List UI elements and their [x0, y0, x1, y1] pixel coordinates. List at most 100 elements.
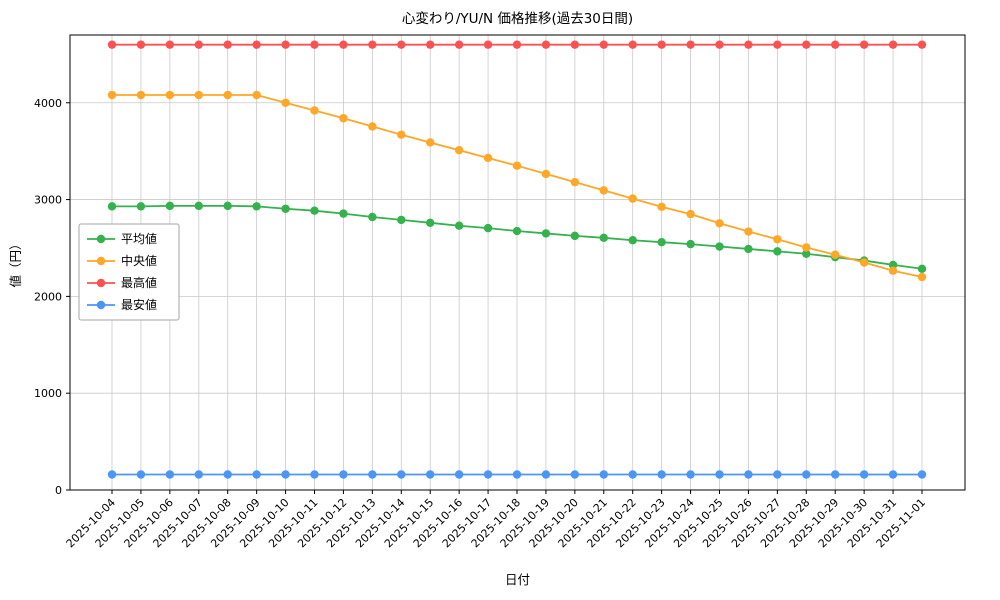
series-point-min: [744, 470, 753, 479]
series-point-max: [744, 40, 753, 49]
series-point-median: [657, 202, 666, 212]
series-point-max: [454, 40, 464, 49]
y-tick-label: 2000: [34, 290, 62, 303]
series-point-max: [136, 40, 146, 49]
legend-item-median: 中央値: [87, 253, 157, 268]
series-point-max: [831, 40, 840, 49]
series-point-min: [628, 470, 637, 479]
series-point-average: [744, 244, 753, 254]
series-point-median: [744, 227, 753, 236]
series-point-average: [802, 249, 811, 258]
series-point-median: [252, 90, 261, 100]
series-point-max: [628, 40, 637, 49]
series-point-average: [512, 226, 522, 236]
series-point-median: [715, 219, 724, 228]
series-point-max: [715, 40, 724, 49]
series-median: [107, 90, 927, 282]
series-point-min: [859, 470, 869, 479]
series-point-min: [310, 470, 319, 479]
legend-box: [78, 223, 180, 321]
series-point-average: [281, 204, 290, 213]
series-point-average: [570, 231, 580, 241]
y-axis-label: 値（円）: [8, 237, 23, 287]
series-point-average: [252, 202, 261, 211]
series-point-average: [773, 247, 782, 256]
series-point-max: [570, 40, 580, 49]
series-point-min: [194, 470, 203, 479]
legend-marker-point-max: [96, 278, 106, 288]
x-axis-label: 日付: [505, 572, 530, 587]
series-point-median: [136, 90, 146, 100]
series-point-max: [339, 40, 348, 49]
series-point-median: [368, 122, 377, 131]
series-point-average: [310, 206, 319, 215]
y-tick-label: 1000: [34, 387, 62, 400]
series-point-max: [802, 40, 811, 49]
series-point-min: [107, 470, 117, 479]
series-point-average: [541, 229, 551, 238]
series-point-median: [628, 194, 637, 203]
series-point-average: [715, 242, 724, 251]
series-point-min: [223, 470, 232, 479]
series-point-average: [194, 201, 203, 211]
series-point-average: [136, 202, 146, 211]
chart-title: 心変わり/YU/N 価格推移(過去30日間): [402, 10, 633, 27]
legend-item-max: 最高値: [87, 275, 157, 290]
series-point-median: [339, 114, 348, 123]
series-point-min: [917, 470, 927, 479]
series-point-min: [686, 470, 695, 479]
grid: [70, 35, 965, 491]
series-average: [107, 201, 927, 273]
series-point-median: [107, 90, 117, 100]
series-point-average: [339, 209, 348, 218]
series-point-max: [223, 40, 232, 49]
series-point-median: [570, 177, 580, 187]
series-point-min: [888, 470, 898, 479]
series-point-median: [541, 169, 551, 179]
series-point-min: [136, 470, 146, 479]
series-point-min: [657, 470, 666, 479]
series-point-median: [454, 146, 464, 155]
series-point-min: [339, 470, 348, 479]
y-axis: 0 1000 2000 3000 4000: [34, 97, 70, 497]
y-tick-label: 3000: [34, 194, 62, 207]
series-point-min: [454, 470, 464, 479]
series-point-median: [397, 130, 406, 139]
series-point-average: [107, 202, 117, 211]
legend-label-min: 最安値: [121, 297, 157, 312]
series-point-max: [599, 40, 608, 49]
series-point-average: [628, 236, 637, 245]
series-point-median: [686, 209, 695, 219]
series-point-min: [252, 470, 261, 479]
series-point-min: [831, 470, 840, 479]
legend-item-min: 最安値: [87, 297, 157, 312]
legend-label-average: 平均値: [121, 231, 157, 246]
series-point-average: [917, 264, 927, 273]
series-point-average: [368, 212, 377, 222]
series-point-average: [397, 215, 406, 225]
series-point-median: [310, 106, 319, 115]
series-point-min: [773, 470, 782, 479]
series-point-min: [426, 470, 435, 479]
series-point-max: [773, 40, 782, 49]
series-point-median: [773, 235, 782, 244]
series-point-max: [686, 40, 695, 49]
series-point-average: [454, 221, 464, 230]
series-point-max: [107, 40, 117, 49]
series-point-max: [483, 40, 493, 49]
series-point-max: [541, 40, 551, 49]
series-point-median: [599, 186, 608, 195]
series-min: [107, 470, 927, 479]
series-point-median: [483, 153, 493, 163]
series-point-max: [281, 40, 290, 49]
legend-marker-point-min: [96, 300, 106, 310]
series-point-median: [802, 243, 811, 252]
series-point-max: [917, 40, 927, 49]
series-point-min: [512, 470, 522, 479]
series-point-median: [165, 90, 175, 100]
series-point-median: [917, 272, 927, 282]
series-point-max: [426, 40, 435, 49]
series-point-median: [859, 258, 869, 267]
series-point-max: [165, 40, 175, 49]
